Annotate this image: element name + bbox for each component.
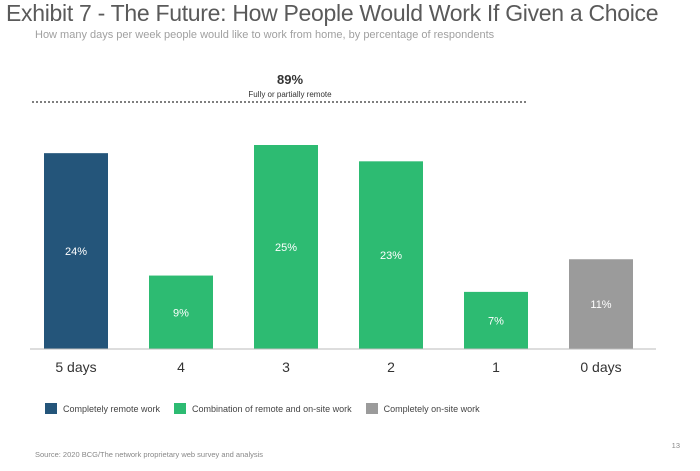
chart-subtitle: How many days per week people would like…: [35, 29, 495, 41]
x-tick-label-4: 2: [387, 359, 395, 375]
legend-label-combination: Combination of remote and on-site work: [192, 403, 352, 414]
data-label-2: 9%: [173, 307, 189, 319]
page-number: 13: [671, 441, 680, 450]
annotation-label: Fully or partially remote: [248, 90, 332, 99]
legend: Completely remote work Combination of re…: [45, 403, 494, 414]
legend-item-combination: Combination of remote and on-site work: [174, 403, 352, 414]
legend-label-onsite: Completely on-site work: [383, 403, 480, 414]
data-label-1: 24%: [65, 246, 87, 258]
bar-5: [464, 291, 528, 349]
bar-3: [254, 145, 318, 349]
bar-chart: 24% 5 days 9% 4 25% 3 23% 2 7% 1 11% 0 days 89% Fully…: [30, 72, 656, 375]
x-tick-label-3: 3: [282, 359, 290, 375]
x-tick-label-1: 5 days: [55, 359, 96, 375]
legend-item-remote: Completely remote work: [45, 403, 160, 414]
legend-swatch-remote: [45, 403, 57, 414]
bar-6: [569, 259, 633, 349]
legend-item-onsite: Completely on-site work: [365, 403, 480, 414]
x-tick-label-2: 4: [177, 359, 185, 375]
annotation-value: 89%: [277, 72, 303, 87]
data-label-4: 23%: [380, 250, 402, 262]
chart-title: Exhibit 7 - The Future: How People Would…: [6, 0, 659, 26]
bar-1: [44, 153, 108, 349]
source-note: Source: 2020 BCG/The network proprietary…: [35, 450, 264, 459]
legend-swatch-combination: [174, 403, 187, 414]
data-label-6: 11%: [590, 299, 611, 311]
data-label-3: 25%: [275, 242, 297, 254]
bar-2: [149, 275, 213, 349]
x-tick-label-5: 1: [492, 359, 500, 375]
data-label-5: 7%: [488, 315, 504, 327]
bar-4: [359, 161, 423, 349]
legend-label-remote: Completely remote work: [63, 403, 161, 414]
legend-swatch-onsite: [365, 403, 378, 414]
x-tick-label-6: 0 days: [580, 359, 621, 375]
